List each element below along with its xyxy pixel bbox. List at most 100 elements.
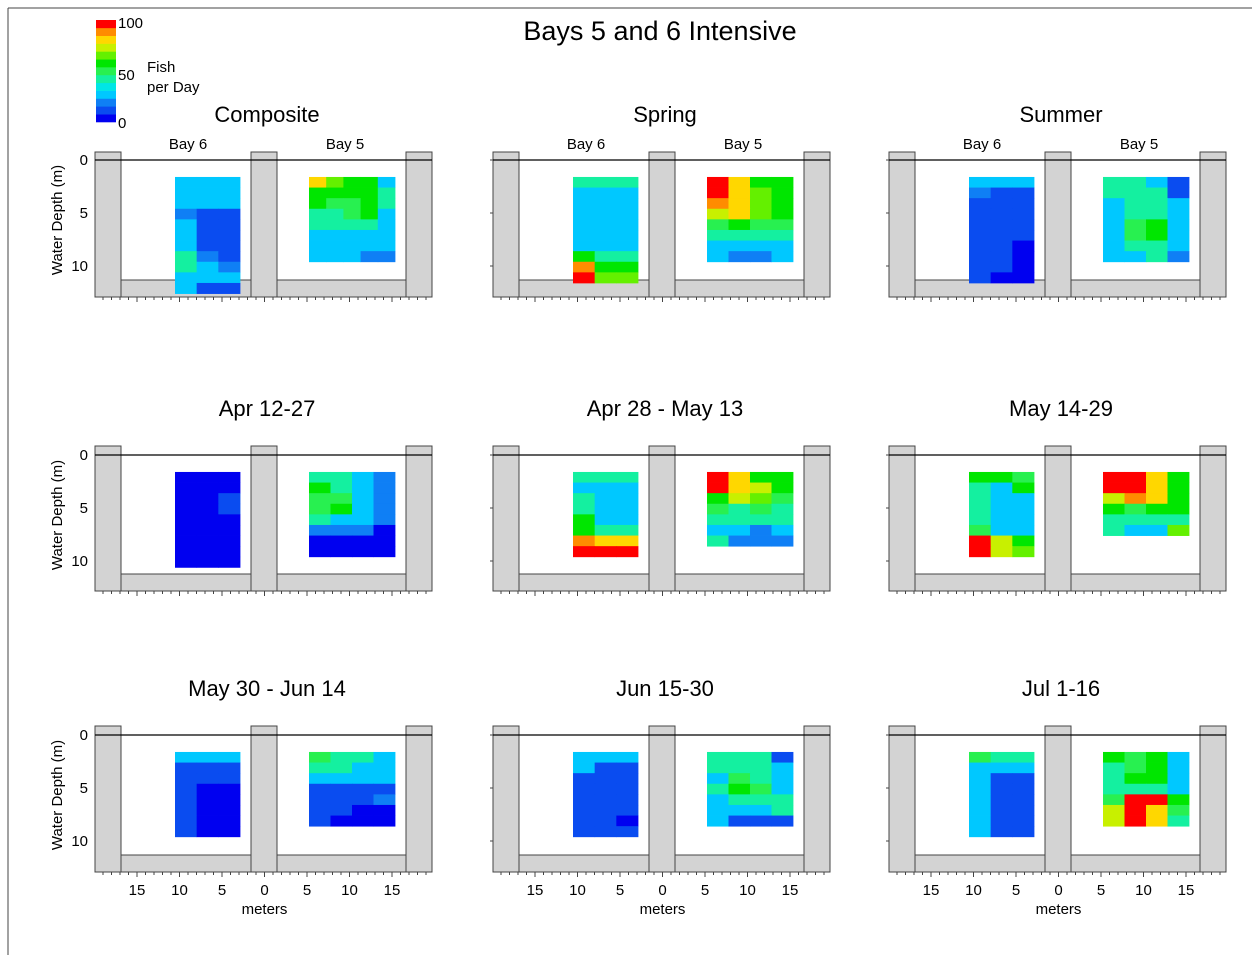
bay-wall: [888, 445, 916, 592]
heat-cell-bay6: [1012, 503, 1035, 515]
heat-cell-bay6: [1012, 187, 1035, 199]
heat-cell-bay5: [352, 773, 374, 785]
heat-cell-bay6: [616, 229, 639, 241]
heat-cell-bay6: [616, 471, 639, 483]
heat-cell-bay6: [196, 229, 219, 241]
panel-spring: Spring Bay 6 Bay 5: [490, 102, 831, 302]
heat-cell-bay5: [343, 229, 361, 241]
heat-cell-bay5: [309, 751, 331, 763]
heat-cell-bay5: [728, 219, 751, 231]
heat-cell-bay6: [990, 471, 1013, 483]
heat-cell-bay6: [1012, 804, 1035, 816]
heat-cell-bay5: [1124, 794, 1147, 806]
heat-cell-bay6: [1012, 208, 1035, 220]
heat-cell-bay5: [309, 482, 331, 494]
bay-floor: [1070, 573, 1201, 592]
heat-cell-bay5: [771, 219, 794, 231]
heat-cell-bay5: [326, 176, 344, 188]
heat-cell-bay6: [573, 208, 596, 220]
heat-cell-bay6: [594, 773, 617, 785]
heat-cell-bay6: [573, 503, 596, 515]
y-axis-label: Water Depth (m): [49, 165, 66, 275]
heat-cell-bay6: [990, 176, 1013, 188]
heat-cell-bay6: [175, 503, 198, 515]
heat-cell-bay6: [175, 804, 198, 816]
heat-cell-bay5: [1103, 198, 1125, 210]
heat-cell-bay5: [771, 773, 794, 785]
heat-cell-bay6: [594, 208, 617, 220]
heat-cell-bay6: [175, 187, 198, 199]
heat-cell-bay6: [573, 794, 596, 806]
bay-floor: [1070, 279, 1201, 298]
x-tick-label: 10: [341, 882, 358, 899]
heat-cell-bay5: [1167, 229, 1190, 241]
x-tick-label: 5: [218, 882, 226, 899]
heat-cell-bay6: [616, 187, 639, 199]
heat-cell-bay6: [175, 272, 198, 284]
heat-cell-bay6: [175, 493, 198, 505]
heat-cell-bay5: [1103, 751, 1125, 763]
bay-floor: [1070, 854, 1201, 873]
heat-cell-bay6: [616, 751, 639, 763]
heat-cell-bay6: [990, 272, 1013, 284]
bay-floor: [914, 573, 1046, 592]
heat-cell-bay6: [1012, 272, 1035, 284]
heat-cell-bay6: [218, 261, 241, 273]
heat-cell-bay6: [990, 187, 1013, 199]
heat-cell-bay5: [1103, 783, 1125, 795]
heat-cell-bay6: [196, 783, 219, 795]
heat-cell-bay6: [218, 546, 241, 558]
heat-cell-bay6: [594, 783, 617, 795]
heat-cell-bay5: [707, 176, 729, 188]
heat-cell-bay5: [1103, 493, 1125, 505]
colorbar-swatch: [96, 90, 116, 99]
bay-wall: [888, 151, 916, 298]
heat-cell-bay5: [728, 251, 751, 263]
panel-title: Jul 1-16: [1022, 676, 1100, 701]
heat-cell-bay5: [1146, 524, 1168, 536]
heat-cell-bay6: [616, 176, 639, 188]
heat-cell-bay6: [218, 514, 241, 526]
heat-cell-bay5: [707, 762, 729, 774]
heat-cell-bay5: [707, 229, 729, 241]
figure-title: Bays 5 and 6 Intensive: [523, 16, 796, 46]
heat-cell-bay5: [1103, 815, 1125, 827]
x-axis-label: meters: [640, 901, 686, 918]
heat-cell-bay6: [175, 815, 198, 827]
heat-cell-bay6: [594, 762, 617, 774]
heat-cell-bay6: [175, 208, 198, 220]
heat-cell-bay6: [1012, 546, 1035, 558]
heat-cell-bay5: [771, 804, 794, 816]
heat-cell-bay6: [1012, 535, 1035, 547]
bay-floor: [276, 573, 407, 592]
heat-cell-bay5: [771, 471, 794, 483]
heat-cell-bay5: [771, 815, 794, 827]
x-tick-label: 0: [260, 882, 268, 899]
heat-cell-bay5: [373, 535, 396, 547]
heat-cell-bay5: [771, 503, 794, 515]
panel-may-30-jun-14: May 30 - Jun 14 0 5 10 Water Depth (m) 15 10 5 0…: [49, 676, 433, 918]
x-tick-label: 0: [1054, 882, 1062, 899]
heat-cell-bay5: [326, 219, 344, 231]
heat-cell-bay5: [1124, 524, 1147, 536]
panel-jun-15-30: Jun 15-30 15 10 5 0 5 10 15 meters: [490, 676, 831, 918]
heat-cell-bay5: [1167, 187, 1190, 199]
heat-cell-bay5: [309, 773, 331, 785]
bay-floor: [276, 854, 407, 873]
x-tick-label: 5: [701, 882, 709, 899]
x-tick-label: 10: [171, 882, 188, 899]
heat-cell-bay5: [360, 187, 379, 199]
heat-cell-bay6: [969, 482, 992, 494]
heat-cell-bay5: [330, 773, 353, 785]
heat-cell-bay5: [728, 503, 751, 515]
heat-cell-bay6: [573, 815, 596, 827]
heat-cell-bay5: [728, 176, 751, 188]
heat-cell-bay6: [616, 514, 639, 526]
heat-cell-bay6: [196, 198, 219, 210]
heat-cell-bay6: [616, 198, 639, 210]
heat-cell-bay6: [969, 804, 992, 816]
heat-cell-bay5: [309, 503, 331, 515]
heat-cell-bay6: [969, 251, 992, 263]
heat-cell-bay5: [377, 187, 396, 199]
heat-cell-bay5: [707, 187, 729, 199]
